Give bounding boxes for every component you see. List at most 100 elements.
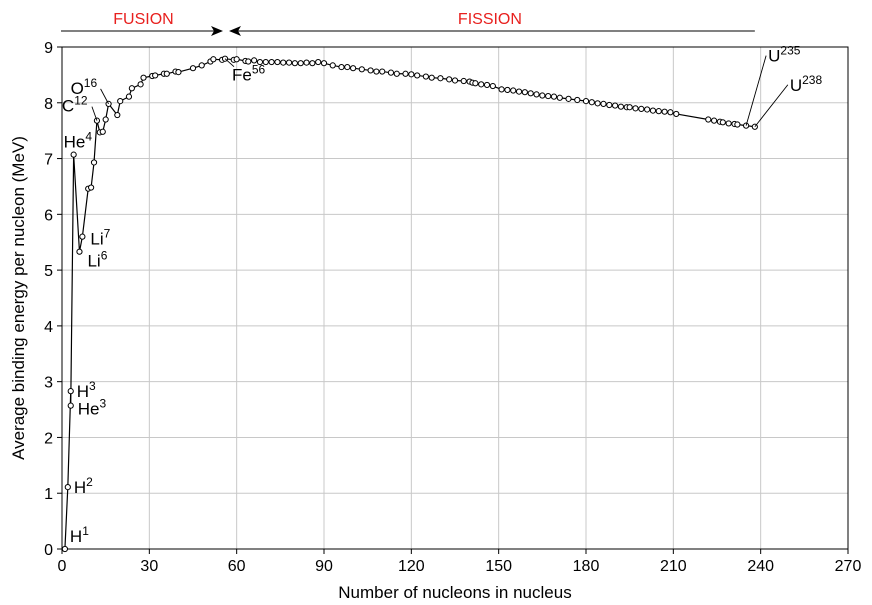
data-point	[515, 88, 523, 95]
data-point	[102, 116, 109, 123]
leader-line-7	[91, 106, 98, 121]
annotation-leaders	[91, 55, 789, 128]
data-point	[251, 57, 258, 64]
data-point	[673, 110, 680, 118]
data-point	[67, 388, 74, 395]
region-indicators: FUSION FISSION	[61, 11, 755, 36]
data-point	[489, 82, 496, 90]
data-point	[655, 108, 662, 115]
data-point	[638, 105, 645, 113]
x-axis-title: Number of nucleons in nucleus	[338, 583, 571, 602]
data-point	[588, 99, 595, 106]
data-point	[280, 59, 287, 66]
y-tick-label-1: 1	[44, 486, 53, 503]
x-tick-label-4: 120	[398, 558, 425, 575]
data-point	[550, 93, 558, 100]
data-point	[617, 103, 625, 110]
binding-energy-series	[61, 55, 758, 553]
data-point	[367, 67, 374, 74]
data-point	[510, 87, 517, 94]
isotope-label-u238: U238	[790, 73, 823, 95]
y-tick-label-9: 9	[44, 40, 53, 57]
data-point	[644, 106, 651, 113]
data-point	[387, 69, 395, 76]
data-point	[710, 117, 718, 124]
data-point	[719, 119, 726, 126]
data-point	[76, 248, 83, 255]
data-point	[61, 545, 69, 553]
data-point	[649, 107, 657, 114]
plot-frame	[61, 46, 849, 550]
data-point	[402, 70, 409, 77]
y-tick-label-7: 7	[44, 152, 53, 169]
data-point	[574, 96, 581, 104]
x-tick-label-3: 90	[315, 558, 333, 575]
data-point	[245, 58, 252, 65]
data-point	[268, 58, 275, 66]
data-point	[414, 72, 421, 79]
leader-line-11	[754, 84, 789, 128]
y-tick-label-3: 3	[44, 375, 53, 392]
x-tick-label-9: 270	[835, 558, 862, 575]
data-point	[320, 60, 328, 67]
x-tick-label-5: 150	[485, 558, 512, 575]
data-point	[606, 101, 613, 109]
data-point	[428, 74, 435, 81]
data-point	[309, 60, 316, 67]
data-point	[152, 72, 159, 79]
x-tick-label-0: 0	[58, 558, 67, 575]
data-point	[99, 128, 106, 135]
y-tick-label-0: 0	[44, 542, 53, 559]
isotope-label-li6: Li6	[87, 249, 107, 271]
data-point	[297, 60, 304, 67]
data-point	[498, 86, 505, 93]
region-label-fission: FISSION	[458, 11, 522, 28]
data-point	[393, 70, 400, 77]
data-point	[539, 92, 546, 99]
x-tick-label-1: 30	[140, 558, 158, 575]
data-point	[533, 91, 540, 98]
data-point	[198, 62, 205, 69]
data-point	[210, 56, 217, 63]
data-point	[114, 111, 121, 119]
data-point	[705, 116, 712, 123]
tick-labels: 0 30 60 90 120 150 180 210 240 270 0 1 2 3 4 5 6 7 8 9	[44, 40, 861, 575]
x-tick-label-8: 240	[747, 558, 774, 575]
data-point	[70, 151, 77, 158]
isotope-label-h2: H2	[74, 475, 93, 497]
y-axis-title: Average binding energy per nucleon (MeV)	[9, 136, 28, 460]
y-tick-label-2: 2	[44, 430, 53, 447]
data-point	[274, 58, 281, 66]
data-point	[128, 85, 135, 92]
data-point	[79, 233, 86, 240]
region-label-fusion: FUSION	[113, 11, 173, 28]
data-point	[734, 121, 741, 128]
data-point	[117, 98, 124, 105]
data-point	[373, 68, 380, 75]
isotope-label-c12: C12	[62, 94, 88, 116]
data-point	[88, 184, 95, 191]
data-point	[594, 100, 601, 107]
data-point	[329, 62, 336, 69]
series-line-0	[64, 58, 755, 550]
data-point	[451, 77, 459, 84]
isotope-label-he4: He4	[64, 130, 93, 152]
data-point	[478, 81, 485, 88]
data-point	[521, 89, 528, 96]
x-tick-label-2: 60	[228, 558, 246, 575]
data-point	[67, 402, 74, 409]
data-point	[527, 90, 534, 97]
data-point	[472, 80, 479, 87]
data-point	[565, 95, 572, 102]
data-point	[125, 93, 133, 100]
data-point	[632, 105, 639, 112]
data-point	[661, 108, 668, 115]
leader-line-9	[224, 58, 235, 68]
data-point	[725, 120, 732, 127]
isotope-label-li7: Li7	[90, 227, 110, 249]
data-point	[350, 65, 357, 72]
y-tick-label-8: 8	[44, 96, 53, 113]
data-point	[262, 58, 269, 66]
